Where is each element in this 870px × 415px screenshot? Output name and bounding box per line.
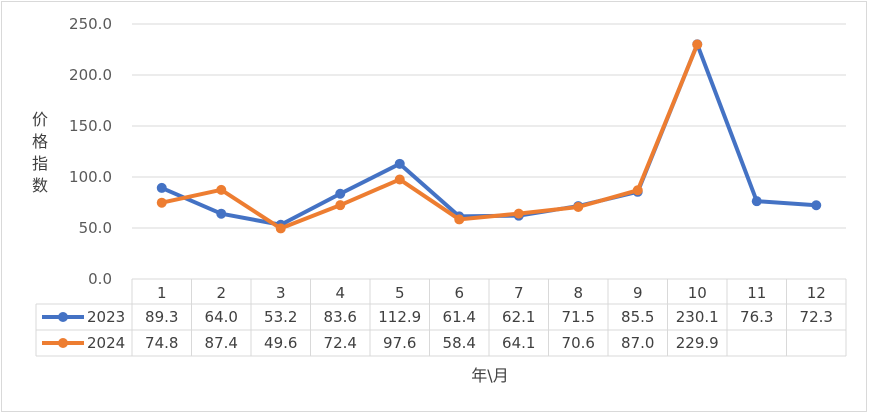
y-tick-label: 0.0 (88, 270, 112, 288)
data-table-value: 87.0 (621, 334, 654, 352)
x-tick-label: 3 (276, 284, 286, 302)
legend-series-name: 2023 (87, 308, 125, 326)
data-table-value: 76.3 (740, 308, 773, 326)
legend-series-name: 2024 (87, 334, 125, 352)
data-point (632, 185, 643, 196)
data-table-value: 72.3 (800, 308, 833, 326)
data-point (692, 39, 703, 50)
data-point (454, 214, 465, 225)
data-table-value: 72.4 (324, 334, 357, 352)
data-point (216, 184, 227, 195)
y-tick-label: 250.0 (69, 15, 112, 33)
data-point (394, 158, 405, 169)
data-table-value: 61.4 (443, 308, 476, 326)
y-tick-label: 100.0 (69, 168, 112, 186)
y-tick-label: 150.0 (69, 117, 112, 135)
data-point (394, 174, 405, 185)
data-table-value: 89.3 (145, 308, 178, 326)
data-table-value: 62.1 (502, 308, 535, 326)
y-tick-label: 200.0 (69, 66, 112, 84)
data-point (156, 197, 167, 208)
data-point (811, 200, 822, 211)
series-line (159, 42, 819, 227)
data-point (335, 200, 346, 211)
data-point (335, 188, 346, 199)
data-table-value: 64.1 (502, 334, 535, 352)
x-tick-label: 9 (633, 284, 643, 302)
x-tick-label: 7 (514, 284, 524, 302)
data-table-value: 71.5 (562, 308, 595, 326)
series-lines (156, 39, 822, 234)
x-tick-label: 6 (454, 284, 464, 302)
x-tick-label: 4 (335, 284, 345, 302)
data-point (513, 208, 524, 219)
data-table-value: 87.4 (205, 334, 238, 352)
data-table-value: 229.9 (676, 334, 719, 352)
y-axis-label: 价格指数 (32, 110, 48, 195)
data-table-value: 97.6 (383, 334, 416, 352)
data-table-value: 53.2 (264, 308, 297, 326)
data-table-value: 85.5 (621, 308, 654, 326)
data-point (751, 196, 762, 207)
data-table-value: 64.0 (205, 308, 238, 326)
x-tick-label: 1 (157, 284, 167, 302)
x-tick-label: 5 (395, 284, 405, 302)
x-tick-label: 11 (747, 284, 766, 302)
data-table-value: 230.1 (676, 308, 719, 326)
x-tick-label: 8 (573, 284, 583, 302)
data-table-value: 49.6 (264, 334, 297, 352)
data-table-value: 112.9 (378, 308, 421, 326)
data-point (573, 201, 584, 212)
data-point (275, 223, 286, 234)
x-axis-label: 年\月 (471, 366, 508, 385)
data-table-value: 83.6 (324, 308, 357, 326)
x-tick-label: 12 (807, 284, 826, 302)
data-point (216, 208, 227, 219)
data-table-value: 70.6 (562, 334, 595, 352)
x-tick-label: 10 (688, 284, 707, 302)
y-tick-label: 50.0 (79, 219, 112, 237)
series-line (159, 42, 700, 231)
data-table-value: 58.4 (443, 334, 476, 352)
y-axis-ticks: 0.0 50.0 100.0 150.0 200.0 250.0 (69, 15, 112, 288)
x-tick-label: 2 (216, 284, 226, 302)
legend-key-marker (58, 312, 68, 322)
data-table-value: 74.8 (145, 334, 178, 352)
data-point (156, 182, 167, 193)
legend-key-marker (58, 338, 68, 348)
